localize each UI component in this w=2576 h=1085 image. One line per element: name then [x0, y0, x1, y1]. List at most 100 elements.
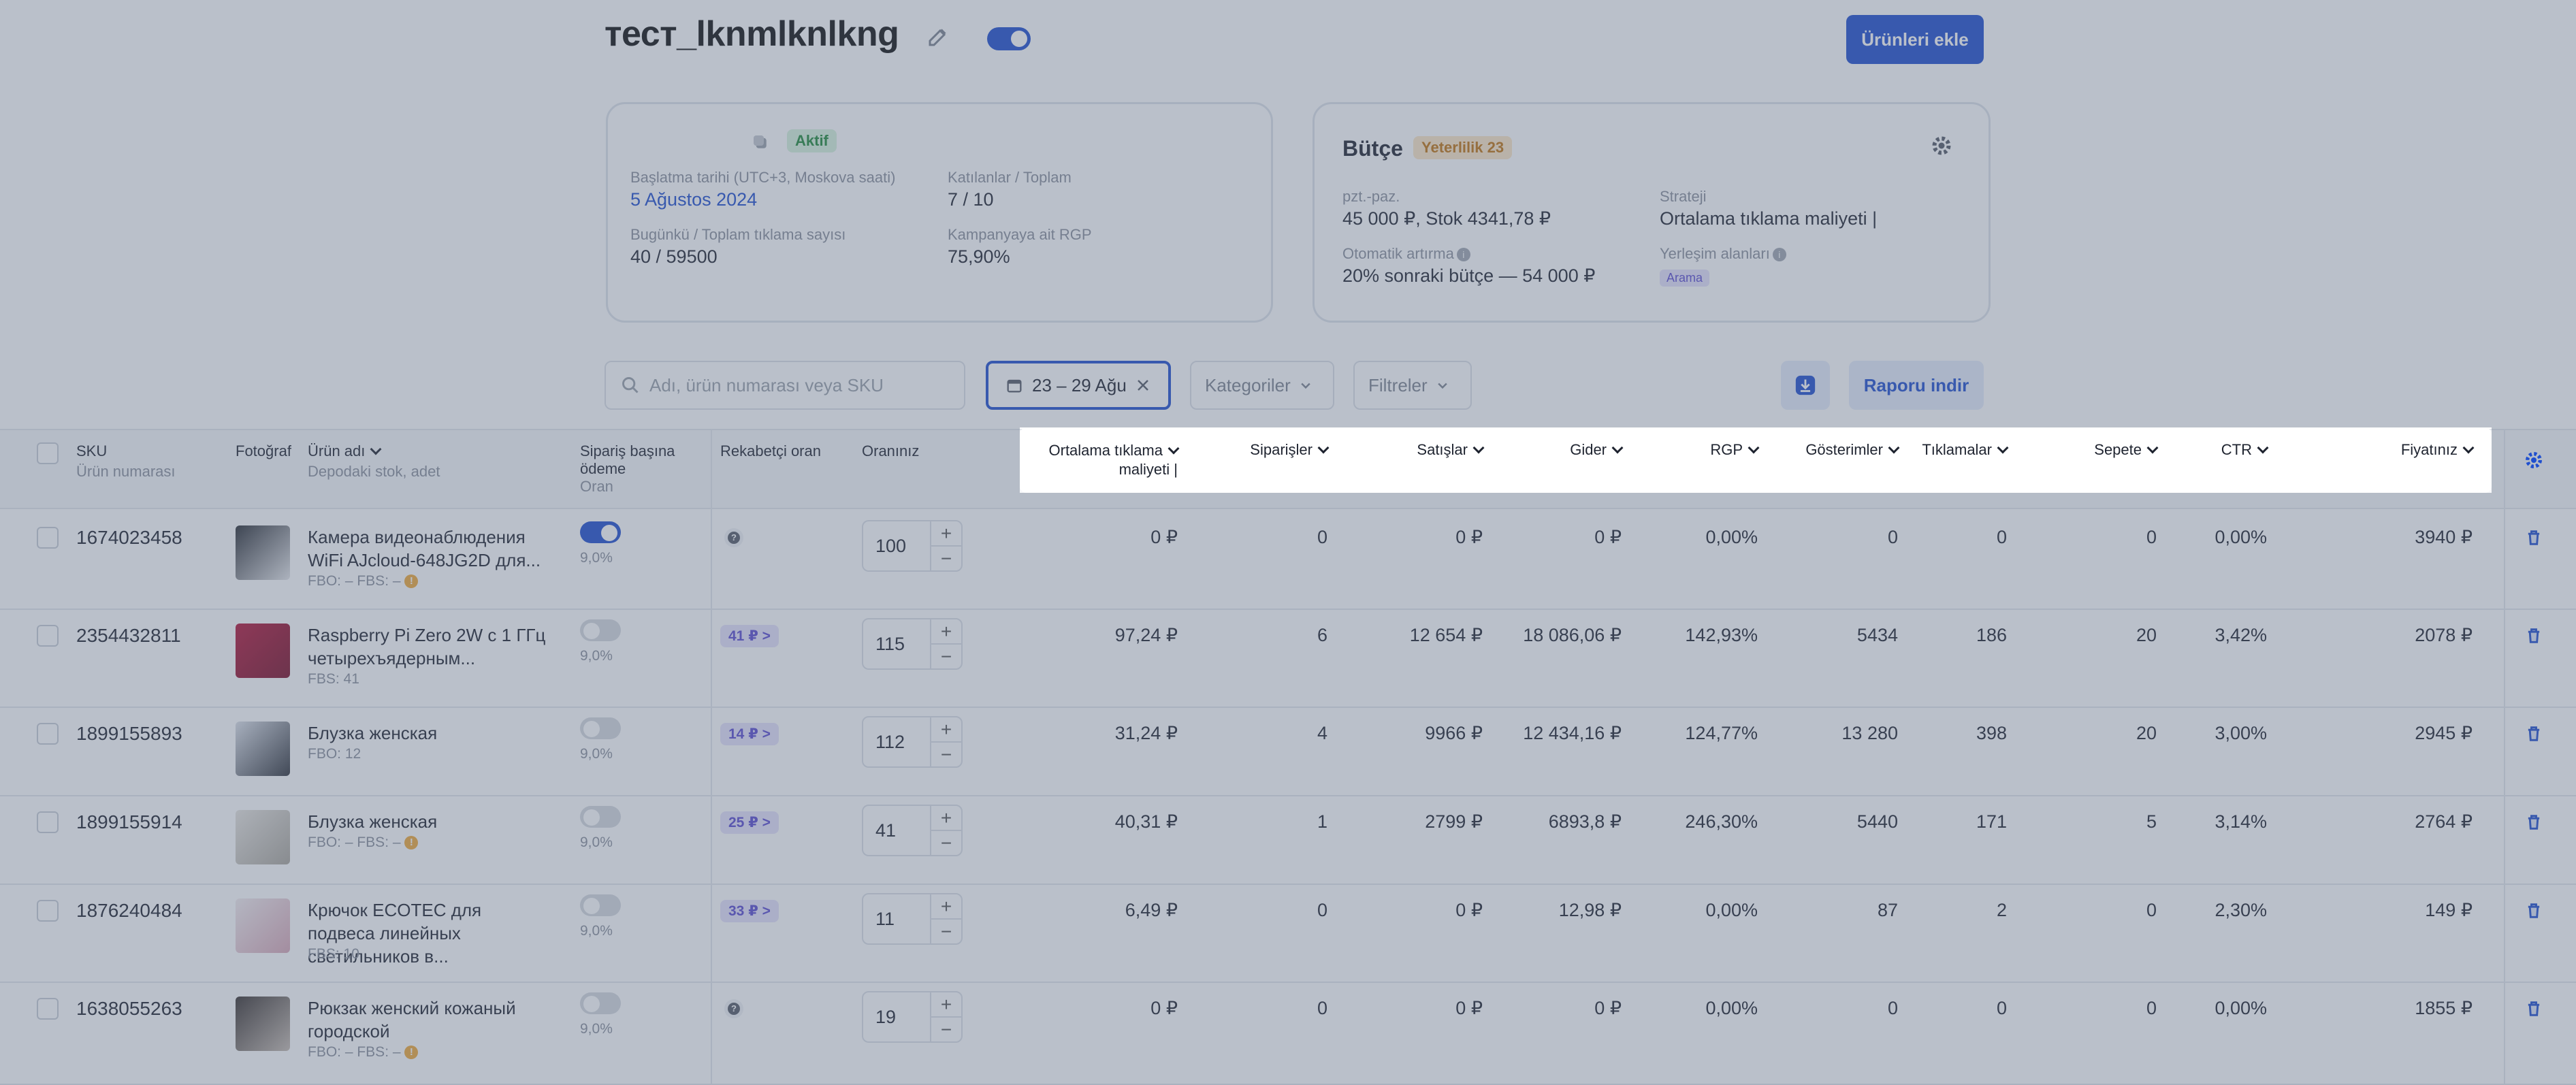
cell-ctr: 3,00% — [2215, 723, 2267, 743]
cell-sales: 9966 ₽ — [1425, 723, 1483, 743]
rate-value[interactable]: 19 — [875, 1006, 897, 1027]
info-icon[interactable]: i — [1772, 248, 1786, 262]
increment-button[interactable]: + — [931, 521, 961, 547]
col-name[interactable]: Ürün adı Depodaki stok, adet — [308, 442, 440, 480]
column-settings-icon[interactable] — [2523, 449, 2545, 471]
trash-icon[interactable] — [2524, 626, 2543, 645]
cell-price: 3940 ₽ — [2415, 527, 2473, 547]
download-button[interactable] — [1781, 361, 1830, 410]
increment-button[interactable]: + — [931, 806, 961, 831]
decrement-button[interactable]: − — [940, 645, 952, 667]
cell-cart: 20 — [2136, 625, 2157, 645]
pencil-icon[interactable] — [926, 25, 950, 49]
rate-value[interactable]: 115 — [875, 633, 905, 654]
cpo-toggle[interactable] — [580, 619, 621, 641]
campaign-toggle[interactable] — [987, 27, 1031, 50]
rate-stepper[interactable]: 112 + − — [862, 716, 963, 768]
decrement-button[interactable]: − — [940, 547, 952, 569]
decrement-button[interactable]: − — [940, 920, 952, 942]
product-photo[interactable] — [236, 997, 290, 1051]
rate-value[interactable]: 41 — [875, 820, 897, 841]
start-date-value[interactable]: 5 Ağustos 2024 — [630, 189, 758, 210]
decrement-button[interactable]: − — [940, 832, 952, 854]
categories-dropdown[interactable]: Kategoriler — [1190, 361, 1334, 410]
rate-stepper[interactable]: 115 + − — [862, 618, 963, 670]
product-name[interactable]: Блузка женская — [308, 723, 438, 743]
help-icon[interactable]: ? — [724, 528, 743, 547]
help-icon[interactable]: ? — [724, 999, 743, 1018]
col-rgp[interactable]: RGP — [1628, 441, 1760, 459]
cell-sales: 0 ₽ — [1455, 998, 1483, 1018]
product-photo[interactable] — [236, 525, 290, 580]
trash-icon[interactable] — [2524, 901, 2543, 920]
trash-icon[interactable] — [2524, 724, 2543, 743]
col-expense[interactable]: Gider — [1490, 441, 1624, 459]
search-input[interactable]: Adı, ürün numarası veya SKU — [605, 361, 965, 410]
rate-stepper[interactable]: 19 + − — [862, 991, 963, 1043]
product-photo[interactable] — [236, 898, 290, 953]
product-name[interactable]: Raspberry Pi Zero 2W с 1 ГГц четырехъяде… — [308, 625, 546, 668]
row-checkbox[interactable] — [37, 900, 59, 922]
competitor-rate-badge[interactable]: 25 ₽ > — [720, 811, 779, 834]
product-name[interactable]: Камера видеонаблюдения WiFi AJcloud-648J… — [308, 527, 541, 570]
col-sales[interactable]: Satışlar — [1334, 441, 1485, 459]
cell-expense: 6893,8 ₽ — [1548, 811, 1622, 832]
col-price[interactable]: Fiyatınız — [2274, 441, 2475, 459]
decrement-button[interactable]: − — [940, 1018, 952, 1040]
row-checkbox[interactable] — [37, 625, 59, 647]
trash-icon[interactable] — [2524, 813, 2543, 832]
col-avg-cpc[interactable]: Ortalama tıklama maliyeti | — [1027, 441, 1180, 479]
select-all-checkbox[interactable] — [37, 442, 59, 464]
increment-button[interactable]: + — [931, 717, 961, 743]
rate-value[interactable]: 112 — [875, 731, 905, 752]
close-icon[interactable] — [1135, 377, 1151, 393]
product-photo[interactable] — [236, 722, 290, 776]
product-name[interactable]: Рюкзак женский кожаный городской — [308, 998, 516, 1041]
rate-stepper[interactable]: 41 + − — [862, 805, 963, 856]
add-products-button[interactable]: Ürünleri ekle — [1846, 15, 1984, 64]
increment-button[interactable]: + — [931, 894, 961, 920]
date-range-picker[interactable]: 23 – 29 Ağu — [986, 361, 1171, 410]
increment-button[interactable]: + — [931, 992, 961, 1018]
trash-icon[interactable] — [2524, 999, 2543, 1018]
download-report-button[interactable]: Raporu indir — [1849, 361, 1984, 410]
increment-button[interactable]: + — [931, 619, 961, 645]
product-name[interactable]: Крючок ECOTEC для подвеса линейных свети… — [308, 900, 482, 967]
col-sku[interactable]: SKU Ürün numarası — [76, 442, 176, 480]
product-photo[interactable] — [236, 810, 290, 864]
rate-stepper[interactable]: 100 + − — [862, 520, 963, 572]
cpo-toggle[interactable] — [580, 806, 621, 828]
cell-avg-cpc: 0 ₽ — [1150, 527, 1178, 547]
trash-icon[interactable] — [2524, 528, 2543, 547]
cpo-toggle[interactable] — [580, 894, 621, 916]
cpo-toggle[interactable] — [580, 992, 621, 1014]
col-impressions[interactable]: Gösterimler — [1765, 441, 1900, 459]
row-checkbox[interactable] — [37, 723, 59, 745]
copy-icon[interactable] — [750, 132, 771, 152]
col-ctr[interactable]: CTR — [2163, 441, 2269, 459]
rate-stepper[interactable]: 11 + − — [862, 893, 963, 945]
row-checkbox[interactable] — [37, 811, 59, 833]
row-checkbox[interactable] — [37, 527, 59, 549]
filters-dropdown[interactable]: Filtreler — [1353, 361, 1472, 410]
gear-icon[interactable] — [1929, 133, 1954, 158]
cpo-toggle[interactable] — [580, 521, 621, 543]
col-cart[interactable]: Sepete — [2014, 441, 2159, 459]
decrement-button[interactable]: − — [940, 743, 952, 765]
competitor-rate-badge[interactable]: 14 ₽ > — [720, 723, 779, 745]
cell-rgp: 142,93% — [1685, 625, 1758, 645]
col-your-rate: Oranınız — [862, 442, 920, 459]
col-orders[interactable]: Siparişler — [1185, 441, 1330, 459]
cell-ctr: 2,30% — [2215, 900, 2267, 920]
product-name[interactable]: Блузка женская — [308, 811, 438, 832]
cpo-toggle[interactable] — [580, 717, 621, 739]
row-checkbox[interactable] — [37, 998, 59, 1020]
competitor-rate-badge[interactable]: 41 ₽ > — [720, 625, 779, 647]
overlay-dim — [0, 427, 1020, 493]
product-photo[interactable] — [236, 624, 290, 678]
col-clicks[interactable]: Tıklamalar — [1905, 441, 2009, 459]
rate-value[interactable]: 11 — [875, 908, 895, 929]
info-icon[interactable]: i — [1456, 248, 1470, 262]
competitor-rate-badge[interactable]: 33 ₽ > — [720, 900, 779, 922]
rate-value[interactable]: 100 — [875, 535, 907, 556]
